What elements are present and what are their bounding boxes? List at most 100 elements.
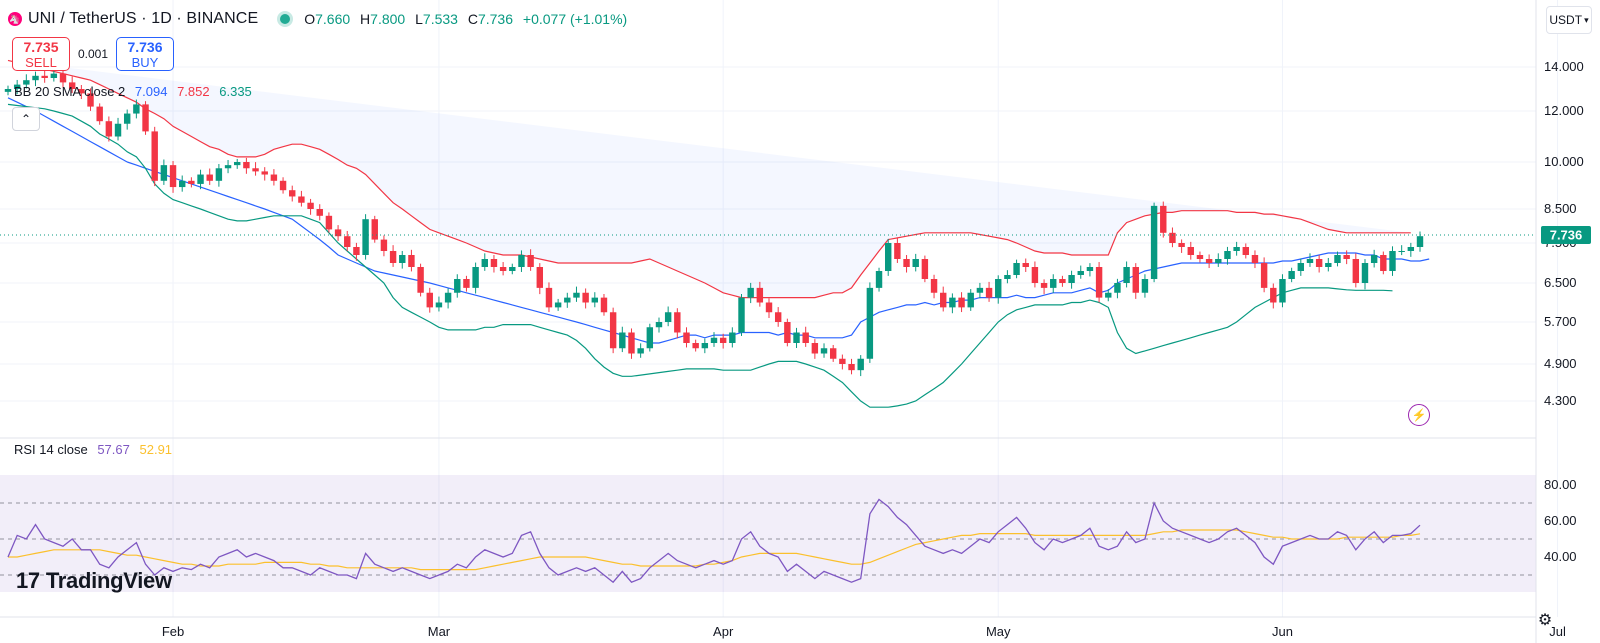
candle [582,292,589,303]
candle [756,287,764,303]
candle [609,312,617,349]
candle [692,343,699,349]
candle [169,165,177,188]
candle [68,82,76,89]
market-status-icon[interactable] [280,14,291,24]
candle [252,168,259,172]
price-tick-label: 4.300 [1544,393,1577,408]
candle [87,93,94,107]
candle [353,247,360,255]
candle [316,209,323,216]
candle [1022,263,1029,267]
open-label: O [304,11,316,27]
high-value: 7.800 [370,11,406,27]
candle [1325,263,1332,267]
candle [958,297,965,308]
candle [1086,267,1094,271]
gear-icon[interactable]: ⚙ [1537,612,1553,629]
price-tick-label: 6.500 [1544,275,1577,290]
candle [765,302,773,313]
candle [710,337,718,343]
candle [1141,279,1149,293]
trade-panel: 7.735 SELL 0.001 7.736 BUY [12,37,174,71]
sell-price: 7.735 [23,39,59,55]
bb-legend[interactable]: BB 20 SMA close 2 7.094 7.852 6.335 [14,84,252,99]
candle [1297,263,1305,271]
bb-basis-value: 7.094 [134,84,168,99]
currency-label: USDT [1549,13,1583,27]
last-price-badge [1541,225,1591,244]
candle [619,332,626,349]
candle [820,348,828,354]
price-tick-label: 14.000 [1544,59,1584,74]
candle [325,215,333,230]
candle [738,297,745,333]
candle [1288,271,1295,279]
candle [1077,271,1084,275]
buy-button[interactable]: 7.736 BUY [116,37,174,71]
rsi-tick-label: 80.00 [1544,477,1577,492]
rsi-ma-value: 52.91 [139,442,173,457]
candle [114,123,122,137]
candle [243,162,250,169]
candle [940,292,947,308]
rsi-axis[interactable]: 80.00 60.00 40.00 [1544,477,1577,564]
candle [454,279,461,293]
candle [408,255,415,267]
last-price-label: 7.736 [1541,225,1591,244]
candle [1178,243,1185,247]
candle [197,174,204,184]
candle [499,267,507,271]
candle [481,259,488,267]
candle [1361,263,1369,283]
candle [380,239,388,251]
bb-upper-line [7,59,1411,299]
currency-selector[interactable]: USDT ▾ [1546,6,1592,34]
lightning-icon[interactable]: ⚡ [1408,404,1430,426]
time-axis[interactable]: Feb Mar Apr May Jun Jul [162,624,1566,639]
candle [793,332,800,343]
candle [59,73,67,83]
collapse-legend-button[interactable]: ⌃ [12,107,40,131]
candle [1233,247,1240,251]
candle [334,229,342,237]
price-tick-label: 10.000 [1544,154,1584,169]
symbol-title[interactable]: UNI / TetherUS · 1D · BINANCE [28,10,259,27]
candle [866,287,874,359]
candle [976,287,984,293]
candle [903,259,910,267]
candle [78,89,85,94]
candle [719,337,727,343]
candle [664,312,672,322]
candle [1251,255,1259,263]
candle [1343,255,1350,259]
rsi-legend[interactable]: RSI 14 close 57.67 52.91 [14,442,172,457]
candle [784,322,791,343]
tradingview-logo[interactable]: 17 TradingView [16,568,172,594]
rsi-line [7,498,1421,584]
brand-name: TradingView [45,568,172,593]
candle [884,243,892,271]
candle [1059,279,1066,283]
spread-value: 0.001 [77,47,109,61]
tradingview-logo-icon: 17 [16,568,40,593]
candle [949,297,956,308]
candle [637,348,644,354]
candle [463,279,470,288]
candle [1260,263,1268,288]
open-value: 7.660 [315,11,351,27]
candle [564,297,571,303]
candle [646,327,654,349]
candle [13,84,21,89]
rsi-tick-label: 40.00 [1544,549,1577,564]
bb-name: BB 20 SMA close 2 [14,84,126,99]
candle [674,312,681,333]
candle [811,343,819,354]
candle [289,190,296,197]
sell-button[interactable]: 7.735 SELL [12,37,70,71]
rsi-levels [0,502,1536,576]
candle [1380,255,1387,271]
candle [774,312,782,322]
candle [829,348,837,359]
